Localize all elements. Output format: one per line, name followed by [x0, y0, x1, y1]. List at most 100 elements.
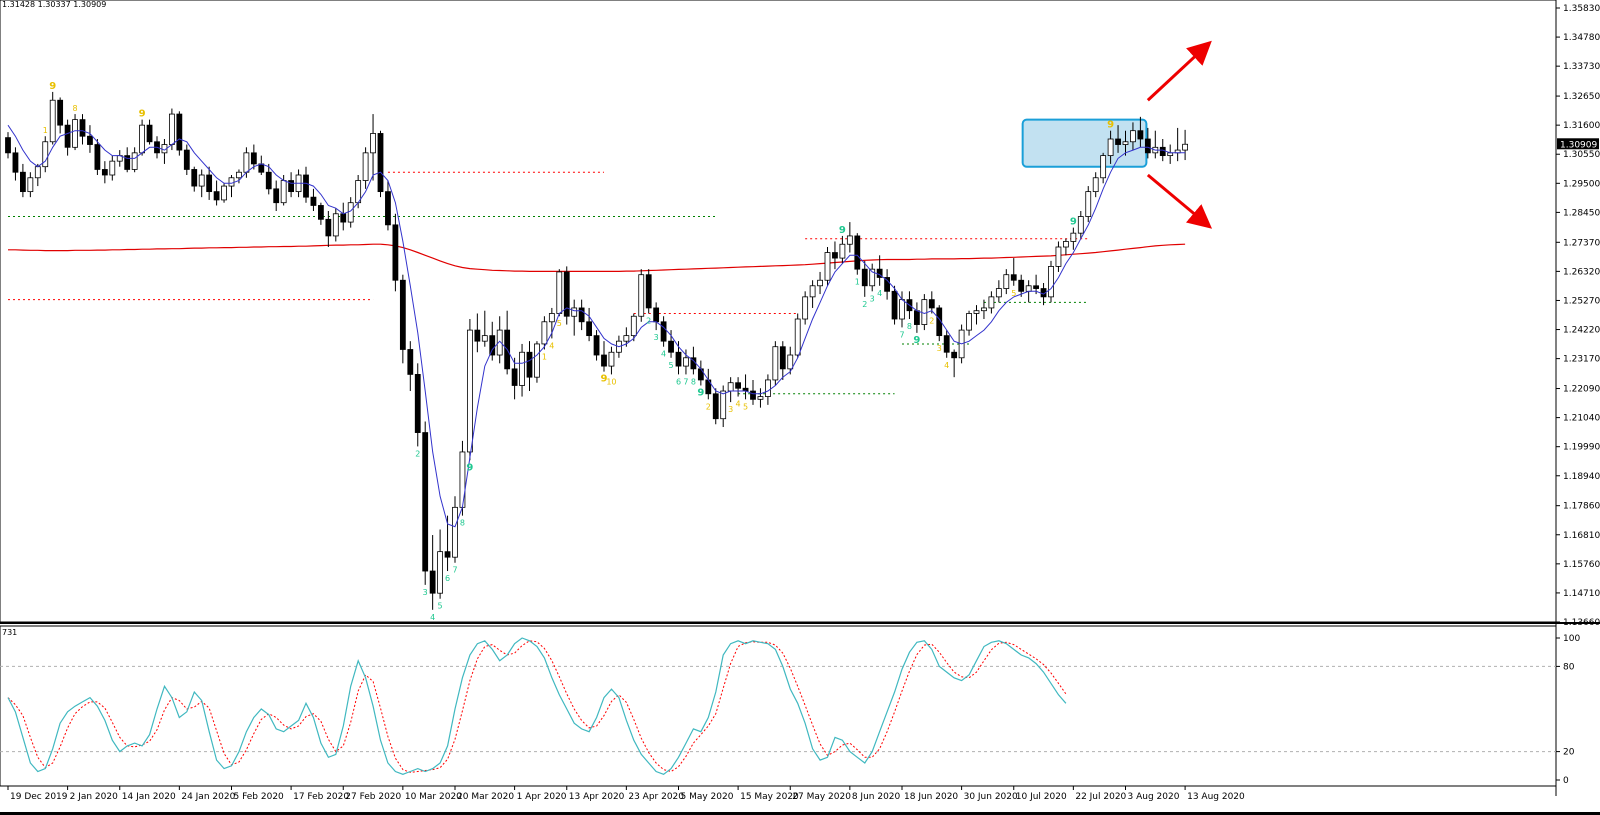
td-sequential-label: 1: [855, 278, 860, 287]
candle-body: [995, 288, 1002, 298]
td-sequential-label: 2: [929, 316, 934, 325]
price-tick-label: 1.13660: [1563, 618, 1600, 628]
time-tick-label: 23 Apr 2020: [628, 792, 684, 802]
candle-body: [1122, 141, 1129, 145]
candle-body: [928, 299, 935, 309]
td-sequential-label: 2: [415, 449, 420, 458]
candle-body: [87, 135, 93, 145]
candle-body: [414, 374, 421, 433]
candle-body: [385, 191, 391, 226]
time-tick-label: 8 Jun 2020: [852, 792, 901, 802]
td-sequential-label: 10: [606, 377, 616, 386]
candle-body: [79, 119, 86, 137]
time-tick-label: 14 Jan 2020: [122, 792, 176, 802]
candle-body: [548, 313, 555, 323]
candle-body: [168, 113, 175, 145]
td-sequential-label: 8: [907, 322, 912, 331]
candle-body: [556, 271, 563, 314]
candle-body: [697, 368, 704, 381]
td-sequential-label: 8: [460, 519, 465, 528]
candle-body: [638, 274, 645, 317]
candle-body: [57, 99, 64, 126]
time-tick-label: 10 Jul 2020: [1016, 792, 1067, 802]
candle-body: [370, 133, 376, 154]
price-tick-label: 1.35830: [1563, 4, 1600, 14]
time-tick-label: 22 Jul 2020: [1075, 792, 1126, 802]
candle-body: [899, 299, 905, 320]
candle-body: [720, 390, 727, 420]
candle-body: [392, 224, 399, 281]
candle-body: [660, 321, 667, 342]
bottom-border: [0, 812, 1600, 815]
candle-body: [332, 213, 339, 237]
td-sequential-label: 3: [937, 344, 942, 353]
td-sequential-label: 8: [73, 104, 78, 113]
td-sequential-label: 6: [676, 377, 681, 386]
td-sequential-label: 9: [601, 374, 608, 385]
arrow-up: [1146, 40, 1212, 102]
candle-body: [541, 321, 548, 345]
td-sequential-label: 4: [877, 289, 882, 298]
td-sequential-label: 4: [549, 341, 554, 350]
td-sequential-label: 8: [691, 377, 696, 386]
price-tick-label: 1.32650: [1563, 92, 1600, 102]
time-tick-label: 5 May 2020: [681, 792, 734, 802]
price-tick-label: 1.18940: [1563, 472, 1600, 482]
time-tick-label: 13 Aug 2020: [1187, 792, 1245, 802]
candle-body: [1115, 138, 1121, 145]
time-tick-label: 5 Feb 2020: [234, 792, 285, 802]
td-sequential-label: 2: [862, 300, 867, 309]
stoch-signal-line: [7, 640, 1067, 773]
td-sequential-label: 5: [438, 602, 443, 611]
candle-body: [1159, 146, 1166, 157]
candle-body: [1107, 138, 1114, 157]
candle-body: [735, 382, 741, 389]
slow-moving-average: [8, 243, 1186, 272]
candle-body: [891, 290, 898, 320]
arrow-down: [1146, 173, 1213, 229]
candle-body: [787, 354, 794, 370]
candle-body: [563, 271, 570, 317]
candle-body: [511, 368, 518, 386]
td-sequential-label: 9: [1107, 120, 1114, 131]
candle-body: [943, 335, 950, 353]
time-tick-label: 30 Jun 2020: [964, 792, 1018, 802]
candle-body: [884, 277, 890, 292]
candle-body: [914, 310, 920, 325]
td-sequential-label: 9: [913, 335, 920, 346]
candle-body: [578, 307, 585, 323]
td-sequential-label: 9: [466, 462, 473, 473]
candle-body: [228, 177, 235, 187]
price-tick-label: 1.21040: [1563, 414, 1600, 424]
candle-body: [1025, 285, 1032, 292]
price-tick-label: 1.15760: [1563, 560, 1600, 570]
time-tick-label: 2 Jan 2020: [70, 792, 118, 802]
price-tick-label: 1.34780: [1563, 33, 1600, 43]
price-tick-label: 1.23170: [1563, 355, 1600, 365]
time-tick-label: 27 Feb 2020: [345, 792, 401, 802]
td-sequential-label: 5: [743, 402, 748, 411]
candle-body: [34, 166, 41, 179]
candle-body: [809, 285, 816, 298]
td-sequential-label: 7: [452, 566, 457, 575]
candle-body: [459, 451, 466, 508]
current-price-box: [1557, 138, 1599, 150]
candle-body: [1055, 246, 1062, 267]
candle-body: [206, 174, 213, 193]
candle-body: [534, 343, 540, 378]
candle-body: [1010, 274, 1017, 281]
td-sequential-label: 1: [43, 126, 48, 135]
candle-body: [608, 351, 615, 367]
candle-body: [481, 335, 488, 342]
td-sequential-label: 3: [423, 588, 428, 597]
oscillator-label: 731: [2, 628, 18, 637]
td-sequential-label: 3: [654, 333, 659, 342]
candle-body: [5, 137, 11, 154]
candle-body: [832, 252, 838, 259]
candle-body: [593, 335, 600, 356]
time-tick-label: 10 Mar 2020: [405, 792, 462, 802]
candle-body: [221, 185, 227, 201]
time-tick-label: 27 May 2020: [792, 792, 851, 802]
candle-body: [1144, 138, 1151, 154]
